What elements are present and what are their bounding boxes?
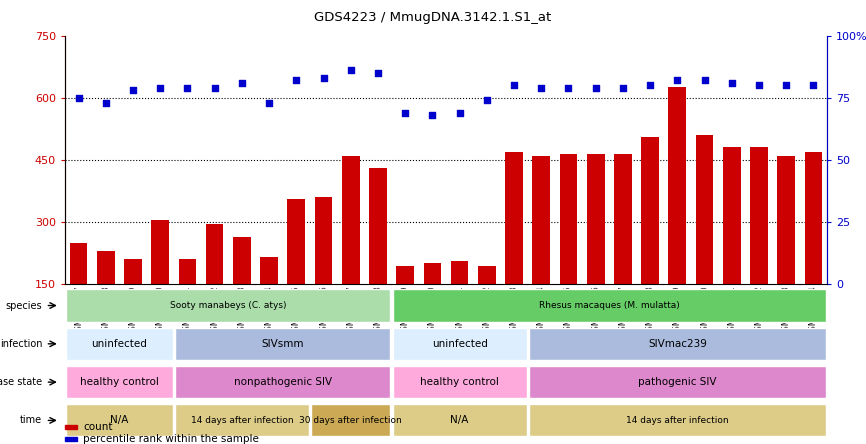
- Bar: [175, 328, 391, 360]
- Text: count: count: [83, 423, 113, 432]
- Point: [453, 109, 467, 116]
- Text: GDS4223 / MmugDNA.3142.1.S1_at: GDS4223 / MmugDNA.3142.1.S1_at: [314, 11, 552, 24]
- Text: nonpathogenic SIV: nonpathogenic SIV: [234, 377, 332, 387]
- Bar: [478, 266, 495, 346]
- Text: percentile rank within the sample: percentile rank within the sample: [83, 434, 259, 444]
- Bar: [69, 243, 87, 346]
- Bar: [178, 259, 197, 346]
- Bar: [695, 135, 714, 346]
- Bar: [311, 404, 391, 436]
- Point: [344, 67, 358, 74]
- Bar: [392, 366, 527, 398]
- Bar: [559, 154, 578, 346]
- Point: [208, 84, 222, 91]
- Bar: [397, 266, 414, 346]
- Point: [589, 84, 603, 91]
- Text: disease state: disease state: [0, 377, 42, 387]
- Point: [670, 77, 684, 84]
- Bar: [529, 366, 826, 398]
- Bar: [124, 259, 142, 346]
- Text: 14 days after infection: 14 days after infection: [191, 416, 294, 425]
- Bar: [342, 156, 359, 346]
- Point: [398, 109, 412, 116]
- Text: N/A: N/A: [110, 416, 128, 425]
- Bar: [533, 156, 550, 346]
- Bar: [206, 224, 223, 346]
- Bar: [369, 168, 387, 346]
- Point: [507, 82, 521, 89]
- Point: [725, 79, 739, 86]
- Bar: [723, 147, 740, 346]
- Text: pathogenic SIV: pathogenic SIV: [638, 377, 716, 387]
- Bar: [260, 257, 278, 346]
- Bar: [66, 328, 172, 360]
- Point: [371, 69, 385, 76]
- Point: [262, 99, 276, 106]
- Point: [698, 77, 712, 84]
- Text: Rhesus macaques (M. mulatta): Rhesus macaques (M. mulatta): [539, 301, 680, 310]
- Text: uninfected: uninfected: [431, 339, 488, 349]
- Point: [425, 111, 439, 119]
- Text: healthy control: healthy control: [420, 377, 499, 387]
- Bar: [450, 262, 469, 346]
- Bar: [614, 154, 631, 346]
- Bar: [66, 289, 391, 321]
- Point: [126, 87, 140, 94]
- Bar: [66, 366, 172, 398]
- Point: [317, 74, 331, 81]
- Text: uninfected: uninfected: [92, 339, 147, 349]
- Point: [616, 84, 630, 91]
- Text: N/A: N/A: [450, 416, 469, 425]
- Bar: [152, 220, 169, 346]
- Bar: [423, 263, 441, 346]
- Point: [779, 82, 793, 89]
- Bar: [505, 151, 523, 346]
- Point: [289, 77, 303, 84]
- Text: SIVsmm: SIVsmm: [262, 339, 304, 349]
- Bar: [392, 404, 527, 436]
- Text: Sooty manabeys (C. atys): Sooty manabeys (C. atys): [170, 301, 287, 310]
- Bar: [529, 328, 826, 360]
- Text: 30 days after infection: 30 days after infection: [300, 416, 402, 425]
- Point: [180, 84, 194, 91]
- Bar: [233, 237, 251, 346]
- Bar: [392, 289, 826, 321]
- Bar: [65, 437, 77, 441]
- Text: healthy control: healthy control: [80, 377, 158, 387]
- Bar: [392, 328, 527, 360]
- Text: species: species: [5, 301, 42, 310]
- Point: [235, 79, 249, 86]
- Point: [153, 84, 167, 91]
- Text: SIVmac239: SIVmac239: [648, 339, 707, 349]
- Point: [72, 94, 86, 101]
- Bar: [288, 199, 305, 346]
- Text: infection: infection: [0, 339, 42, 349]
- Text: time: time: [20, 416, 42, 425]
- Bar: [529, 404, 826, 436]
- Point: [561, 84, 575, 91]
- Bar: [314, 197, 333, 346]
- Point: [806, 82, 820, 89]
- Bar: [641, 137, 659, 346]
- Bar: [750, 147, 768, 346]
- Text: 14 days after infection: 14 days after infection: [626, 416, 728, 425]
- Bar: [65, 425, 77, 429]
- Bar: [175, 404, 309, 436]
- Bar: [66, 404, 172, 436]
- Bar: [587, 154, 604, 346]
- Point: [480, 97, 494, 104]
- Point: [643, 82, 657, 89]
- Bar: [805, 151, 822, 346]
- Bar: [175, 366, 391, 398]
- Point: [99, 99, 113, 106]
- Point: [752, 82, 766, 89]
- Bar: [97, 251, 114, 346]
- Bar: [669, 87, 686, 346]
- Point: [534, 84, 548, 91]
- Bar: [778, 156, 795, 346]
